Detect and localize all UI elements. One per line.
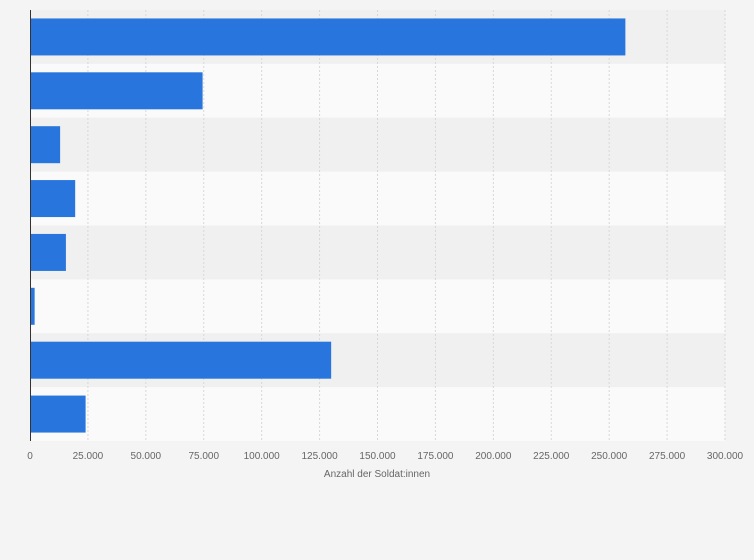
x-tick-label: 50.000 [131,451,162,462]
x-tick-label: 300.000 [707,451,744,462]
bar[interactable] [30,341,332,379]
x-tick-label: 0 [27,451,33,462]
x-tick-label: 75.000 [188,451,219,462]
bar[interactable] [30,287,35,325]
bars [30,18,626,433]
bar[interactable] [30,126,61,164]
bar[interactable] [30,395,86,433]
x-tick-label: 275.000 [649,451,686,462]
x-tick-label: 125.000 [302,451,339,462]
x-tick-label: 100.000 [244,451,281,462]
x-tick-label: 150.000 [359,451,396,462]
x-axis-title: Anzahl der Soldat:innen [324,469,430,480]
x-tick-labels: 0 25.000 50.000 75.000 100.000 125.000 150.000… [27,451,743,462]
x-tick-label: 175.000 [417,451,454,462]
x-tick-label: 25.000 [73,451,104,462]
x-tick-label: 225.000 [533,451,570,462]
bar[interactable] [30,18,626,56]
bar[interactable] [30,180,76,218]
x-tick-label: 250.000 [591,451,628,462]
bar[interactable] [30,233,66,271]
bar[interactable] [30,72,203,110]
x-tick-label: 200.000 [475,451,512,462]
